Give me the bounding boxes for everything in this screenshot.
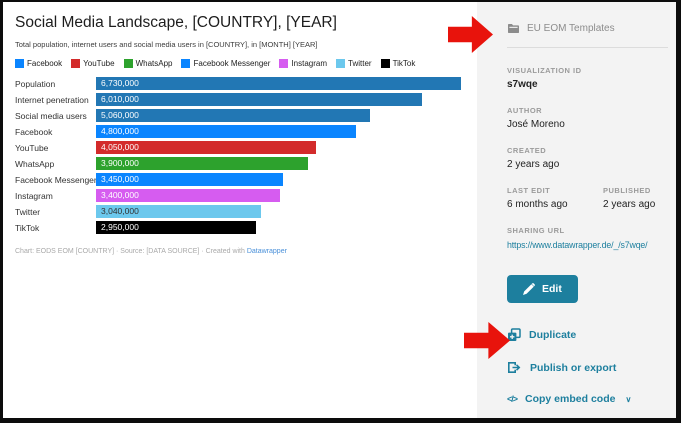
- bar: 3,040,000: [96, 205, 261, 218]
- bar-category-label: YouTube: [15, 142, 49, 153]
- legend-label: Twitter: [348, 59, 372, 68]
- bar-category-label: Population: [15, 78, 56, 89]
- bar-row: Facebook 4,800,000: [15, 125, 471, 138]
- bar-row: Social media users 5,060,000: [15, 109, 471, 122]
- field-published: PUBLISHED 2 years ago: [603, 186, 668, 210]
- bar: 4,050,000: [96, 141, 316, 154]
- created-value: 2 years ago: [507, 159, 560, 170]
- bar-row: Population 6,730,000: [15, 77, 471, 90]
- author-value: José Moreno: [507, 119, 565, 130]
- published-label: PUBLISHED: [603, 186, 651, 195]
- bar-category-label: Twitter: [15, 206, 41, 217]
- bar-row: Facebook Messenger 3,450,000: [15, 173, 471, 186]
- visualization-id-value: s7wqe: [507, 79, 538, 90]
- legend-swatch: [181, 59, 191, 68]
- legend-label: Facebook: [27, 59, 63, 68]
- publish-export-icon: [508, 362, 521, 373]
- metadata-sidebar: EU EOM Templates VISUALIZATION ID s7wqe …: [477, 2, 676, 418]
- copy-embed-code-label: Copy embed code: [525, 393, 616, 405]
- legend-swatch: [279, 59, 289, 68]
- legend-item: Facebook: [15, 59, 62, 68]
- bar: 6,010,000: [96, 93, 422, 106]
- legend-label: Facebook Messenger: [193, 59, 271, 68]
- sidebar-divider: [507, 47, 668, 48]
- bar: 2,950,000: [96, 221, 256, 234]
- chart-legend: Facebook YouTube WhatsApp Facebook Messenge…: [15, 59, 471, 68]
- bar-category-label: Facebook: [15, 126, 53, 137]
- bar-row: TikTok 2,950,000: [15, 221, 471, 234]
- legend-swatch: [123, 59, 133, 68]
- field-lastedit-published: LAST EDIT 6 months ago PUBLISHED 2 years…: [507, 186, 668, 210]
- legend-item: TikTok: [380, 59, 416, 68]
- field-visualization-id: VISUALIZATION ID s7wqe: [507, 66, 668, 90]
- legend-item: Instagram: [279, 59, 327, 68]
- bar-row: WhatsApp 3,900,000: [15, 157, 471, 170]
- field-created: CREATED 2 years ago: [507, 146, 668, 170]
- field-last-edit: LAST EDIT 6 months ago: [507, 186, 603, 210]
- bar-row: YouTube 4,050,000: [15, 141, 471, 154]
- legend-item: YouTube: [71, 59, 115, 68]
- chart-footer: Chart: EODS EOM [COUNTRY] · Source: [DAT…: [15, 248, 471, 255]
- bar-category-label: WhatsApp: [15, 158, 55, 169]
- sharing-url-link[interactable]: https://www.datawrapper.de/_/s7wqe/: [507, 240, 648, 250]
- bar-row: Internet penetration 6,010,000: [15, 93, 471, 106]
- legend-label: TikTok: [392, 59, 416, 68]
- legend-swatch: [380, 59, 390, 68]
- bar-rows: Population 6,730,000 Internet penetration 6…: [15, 77, 471, 234]
- field-sharing-url: SHARING URL https://www.datawrapper.de/_…: [507, 226, 668, 253]
- chart-preview-panel: Social Media Landscape, [COUNTRY], [YEAR…: [3, 2, 477, 418]
- legend-label: WhatsApp: [135, 59, 173, 68]
- folder-breadcrumb[interactable]: EU EOM Templates: [507, 23, 668, 34]
- action-links: Duplicate Publish or export </> Copy emb…: [507, 328, 668, 405]
- bar-category-label: Facebook Messenger: [15, 174, 96, 185]
- publish-export-link[interactable]: Publish or export: [507, 361, 668, 374]
- field-author: AUTHOR José Moreno: [507, 106, 668, 130]
- visualization-id-label: VISUALIZATION ID: [507, 66, 582, 75]
- publish-export-label: Publish or export: [530, 361, 617, 374]
- bar-category-label: Social media users: [15, 110, 87, 121]
- sharing-url-label: SHARING URL: [507, 226, 565, 235]
- legend-swatch: [71, 59, 81, 68]
- folder-label: EU EOM Templates: [527, 23, 615, 34]
- edit-button-label: Edit: [542, 283, 562, 295]
- code-icon: </>: [507, 394, 518, 404]
- created-label: CREATED: [507, 146, 547, 155]
- datawrapper-attribution-link[interactable]: Datawrapper: [246, 248, 287, 255]
- legend-swatch: [15, 59, 24, 68]
- copy-embed-code-link[interactable]: </> Copy embed code ∨: [507, 393, 668, 405]
- legend-label: YouTube: [83, 59, 115, 68]
- bar-row: Twitter 3,040,000: [15, 205, 471, 218]
- edit-button[interactable]: Edit: [507, 275, 578, 303]
- chart-subtitle: Total population, internet users and soc…: [15, 40, 318, 49]
- bar: 5,060,000: [96, 109, 370, 122]
- legend-swatch: [336, 59, 345, 68]
- metadata-fields: VISUALIZATION ID s7wqe AUTHOR José Moren…: [507, 66, 668, 253]
- bar-category-label: Instagram: [15, 190, 53, 201]
- bar-category-label: Internet penetration: [15, 94, 89, 105]
- last-edit-label: LAST EDIT: [507, 186, 551, 195]
- chevron-down-icon: ∨: [625, 394, 632, 404]
- bar: 4,800,000: [96, 125, 356, 138]
- legend-item: Facebook Messenger: [181, 59, 270, 68]
- duplicate-label: Duplicate: [529, 329, 577, 341]
- published-value: 2 years ago: [603, 199, 656, 210]
- app-window: Social Media Landscape, [COUNTRY], [YEAR…: [3, 2, 676, 418]
- pencil-icon: [523, 283, 535, 295]
- duplicate-link[interactable]: Duplicate: [507, 328, 668, 342]
- bar: 3,900,000: [96, 157, 308, 170]
- bar-row: Instagram 3,400,000: [15, 189, 471, 202]
- legend-label: Instagram: [291, 59, 327, 68]
- bar-category-label: TikTok: [15, 222, 40, 233]
- chart-title: Social Media Landscape, [COUNTRY], [YEAR…: [15, 14, 337, 31]
- last-edit-value: 6 months ago: [507, 199, 568, 210]
- chart-footer-text: Chart: EODS EOM [COUNTRY] · Source: [DAT…: [15, 248, 247, 255]
- bar: 6,730,000: [96, 77, 461, 90]
- bar: 3,450,000: [96, 173, 283, 186]
- legend-item: Twitter: [336, 59, 372, 68]
- duplicate-icon: [508, 328, 521, 341]
- folder-icon: [508, 24, 519, 33]
- bar: 3,400,000: [96, 189, 280, 202]
- legend-item: WhatsApp: [123, 59, 173, 68]
- author-label: AUTHOR: [507, 106, 543, 115]
